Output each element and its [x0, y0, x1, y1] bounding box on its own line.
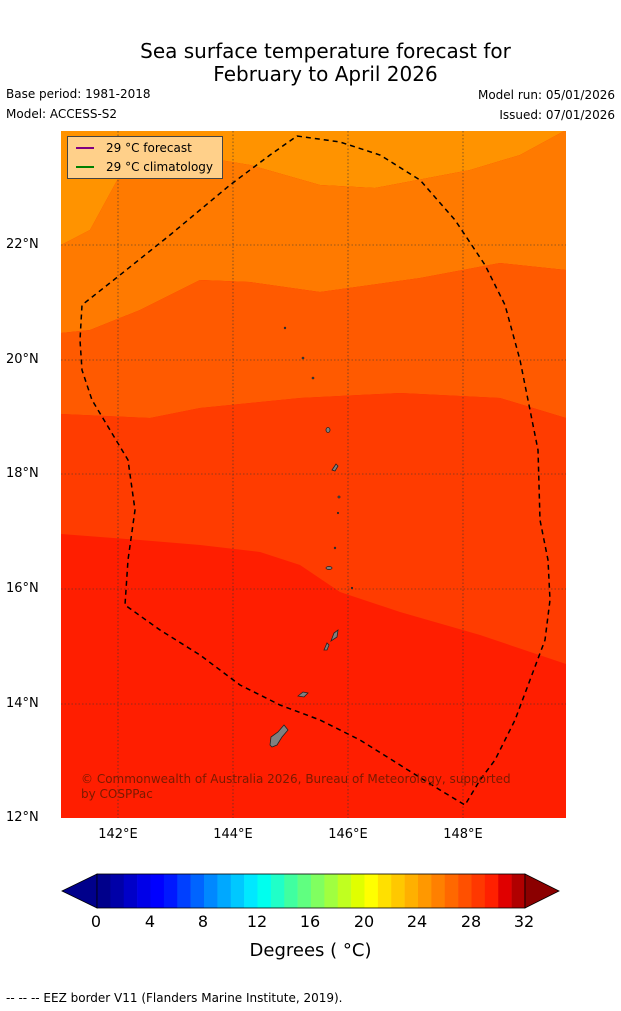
colorbar-bin: [391, 874, 405, 908]
issued-date: Issued: 07/01/2026: [499, 108, 615, 122]
colorbar-bin: [137, 874, 151, 908]
colorbar-bin: [458, 874, 472, 908]
colorbar-under-triangle: [61, 873, 98, 909]
band-25: [61, 393, 566, 664]
colorbar-bin: [431, 874, 446, 908]
eez-footnote: -- -- -- EEZ border V11 (Flanders Marine…: [6, 991, 343, 1005]
colorbar-tick-28: 28: [460, 912, 482, 931]
lat-tick-12n: 12°N: [6, 810, 39, 825]
colorbar-bin: [230, 874, 245, 908]
colorbar-label: Degrees ( °C): [249, 940, 372, 961]
map-title: Sea surface temperature forecast for Feb…: [0, 40, 621, 86]
legend-forecast: 29 °C forecast: [76, 140, 192, 156]
colorbar-bin: [511, 874, 526, 908]
band-26: [61, 263, 566, 418]
colorbar-bin: [498, 874, 512, 908]
colorbar-bin: [418, 874, 432, 908]
band-27: [61, 131, 566, 333]
map-legend: 29 °C forecast 29 °C climatology: [67, 136, 223, 179]
colorbar-bin: [190, 874, 205, 908]
colorbar-bin: [110, 874, 125, 908]
climatology-line-swatch: [76, 166, 94, 168]
lat-tick-14n: 14°N: [6, 696, 39, 711]
colorbar-bin: [364, 874, 379, 908]
colorbar-bin: [204, 874, 218, 908]
lat-tick-18n: 18°N: [6, 466, 39, 481]
lat-tick-20n: 20°N: [6, 352, 39, 367]
colorbar-bin: [217, 874, 232, 908]
colorbar-bin: [444, 874, 459, 908]
colorbar-tick-0: 0: [90, 912, 102, 931]
colorbar-bin: [150, 874, 165, 908]
lon-tick-144e: 144°E: [213, 827, 253, 842]
colorbar: [61, 873, 560, 909]
lon-tick-146e: 146°E: [328, 827, 368, 842]
colorbar-bins: [96, 873, 526, 909]
colorbar-tick-16: 16: [299, 912, 321, 931]
title-line-1: Sea surface temperature forecast for: [140, 39, 511, 63]
legend-forecast-label: 29 °C forecast: [106, 141, 192, 155]
forecast-line-swatch: [76, 147, 94, 149]
legend-climatology-label: 29 °C climatology: [106, 160, 214, 174]
colorbar-bin: [337, 874, 352, 908]
model-run: Model run: 05/01/2026: [477, 88, 615, 102]
colorbar-bin: [284, 874, 298, 908]
colorbar-tick-20: 20: [353, 912, 375, 931]
colorbar-bin: [177, 874, 191, 908]
islands: [269, 326, 354, 748]
colorbar-bin: [123, 874, 138, 908]
lon-tick-142e: 142°E: [98, 827, 138, 842]
colorbar-over-triangle: [524, 873, 560, 909]
colorbar-bin: [163, 874, 178, 908]
copyright-notice: © Commonwealth of Australia 2026, Bureau…: [81, 772, 511, 801]
base-period: Base period: 1981-2018: [6, 87, 151, 101]
eez-border: [79, 135, 551, 807]
colorbar-tick-24: 24: [406, 912, 428, 931]
colorbar-bin: [244, 874, 258, 908]
colorbar-bin: [270, 874, 285, 908]
lat-tick-22n: 22°N: [6, 237, 39, 252]
colorbar-bin: [257, 874, 272, 908]
colorbar-bin: [377, 874, 392, 908]
colorbar-tick-4: 4: [144, 912, 156, 931]
colorbar-bin: [324, 874, 339, 908]
colorbar-bin: [97, 874, 111, 908]
temperature-bands: [61, 131, 566, 818]
colorbar-bin: [484, 874, 499, 908]
title-line-2: February to April 2026: [213, 62, 438, 86]
colorbar-bin: [297, 874, 312, 908]
band-28: [61, 131, 566, 245]
lat-tick-16n: 16°N: [6, 581, 39, 596]
lon-tick-148e: 148°E: [443, 827, 483, 842]
legend-climatology: 29 °C climatology: [76, 159, 213, 175]
colorbar-bin: [404, 874, 419, 908]
model-name: Model: ACCESS-S2: [6, 107, 118, 121]
colorbar-bin: [311, 874, 325, 908]
colorbar-tick-8: 8: [197, 912, 209, 931]
colorbar-bin: [351, 874, 365, 908]
colorbar-tick-12: 12: [246, 912, 268, 931]
colorbar-tick-32: 32: [513, 912, 535, 931]
map-gridlines: [61, 131, 566, 818]
colorbar-bin: [471, 874, 486, 908]
